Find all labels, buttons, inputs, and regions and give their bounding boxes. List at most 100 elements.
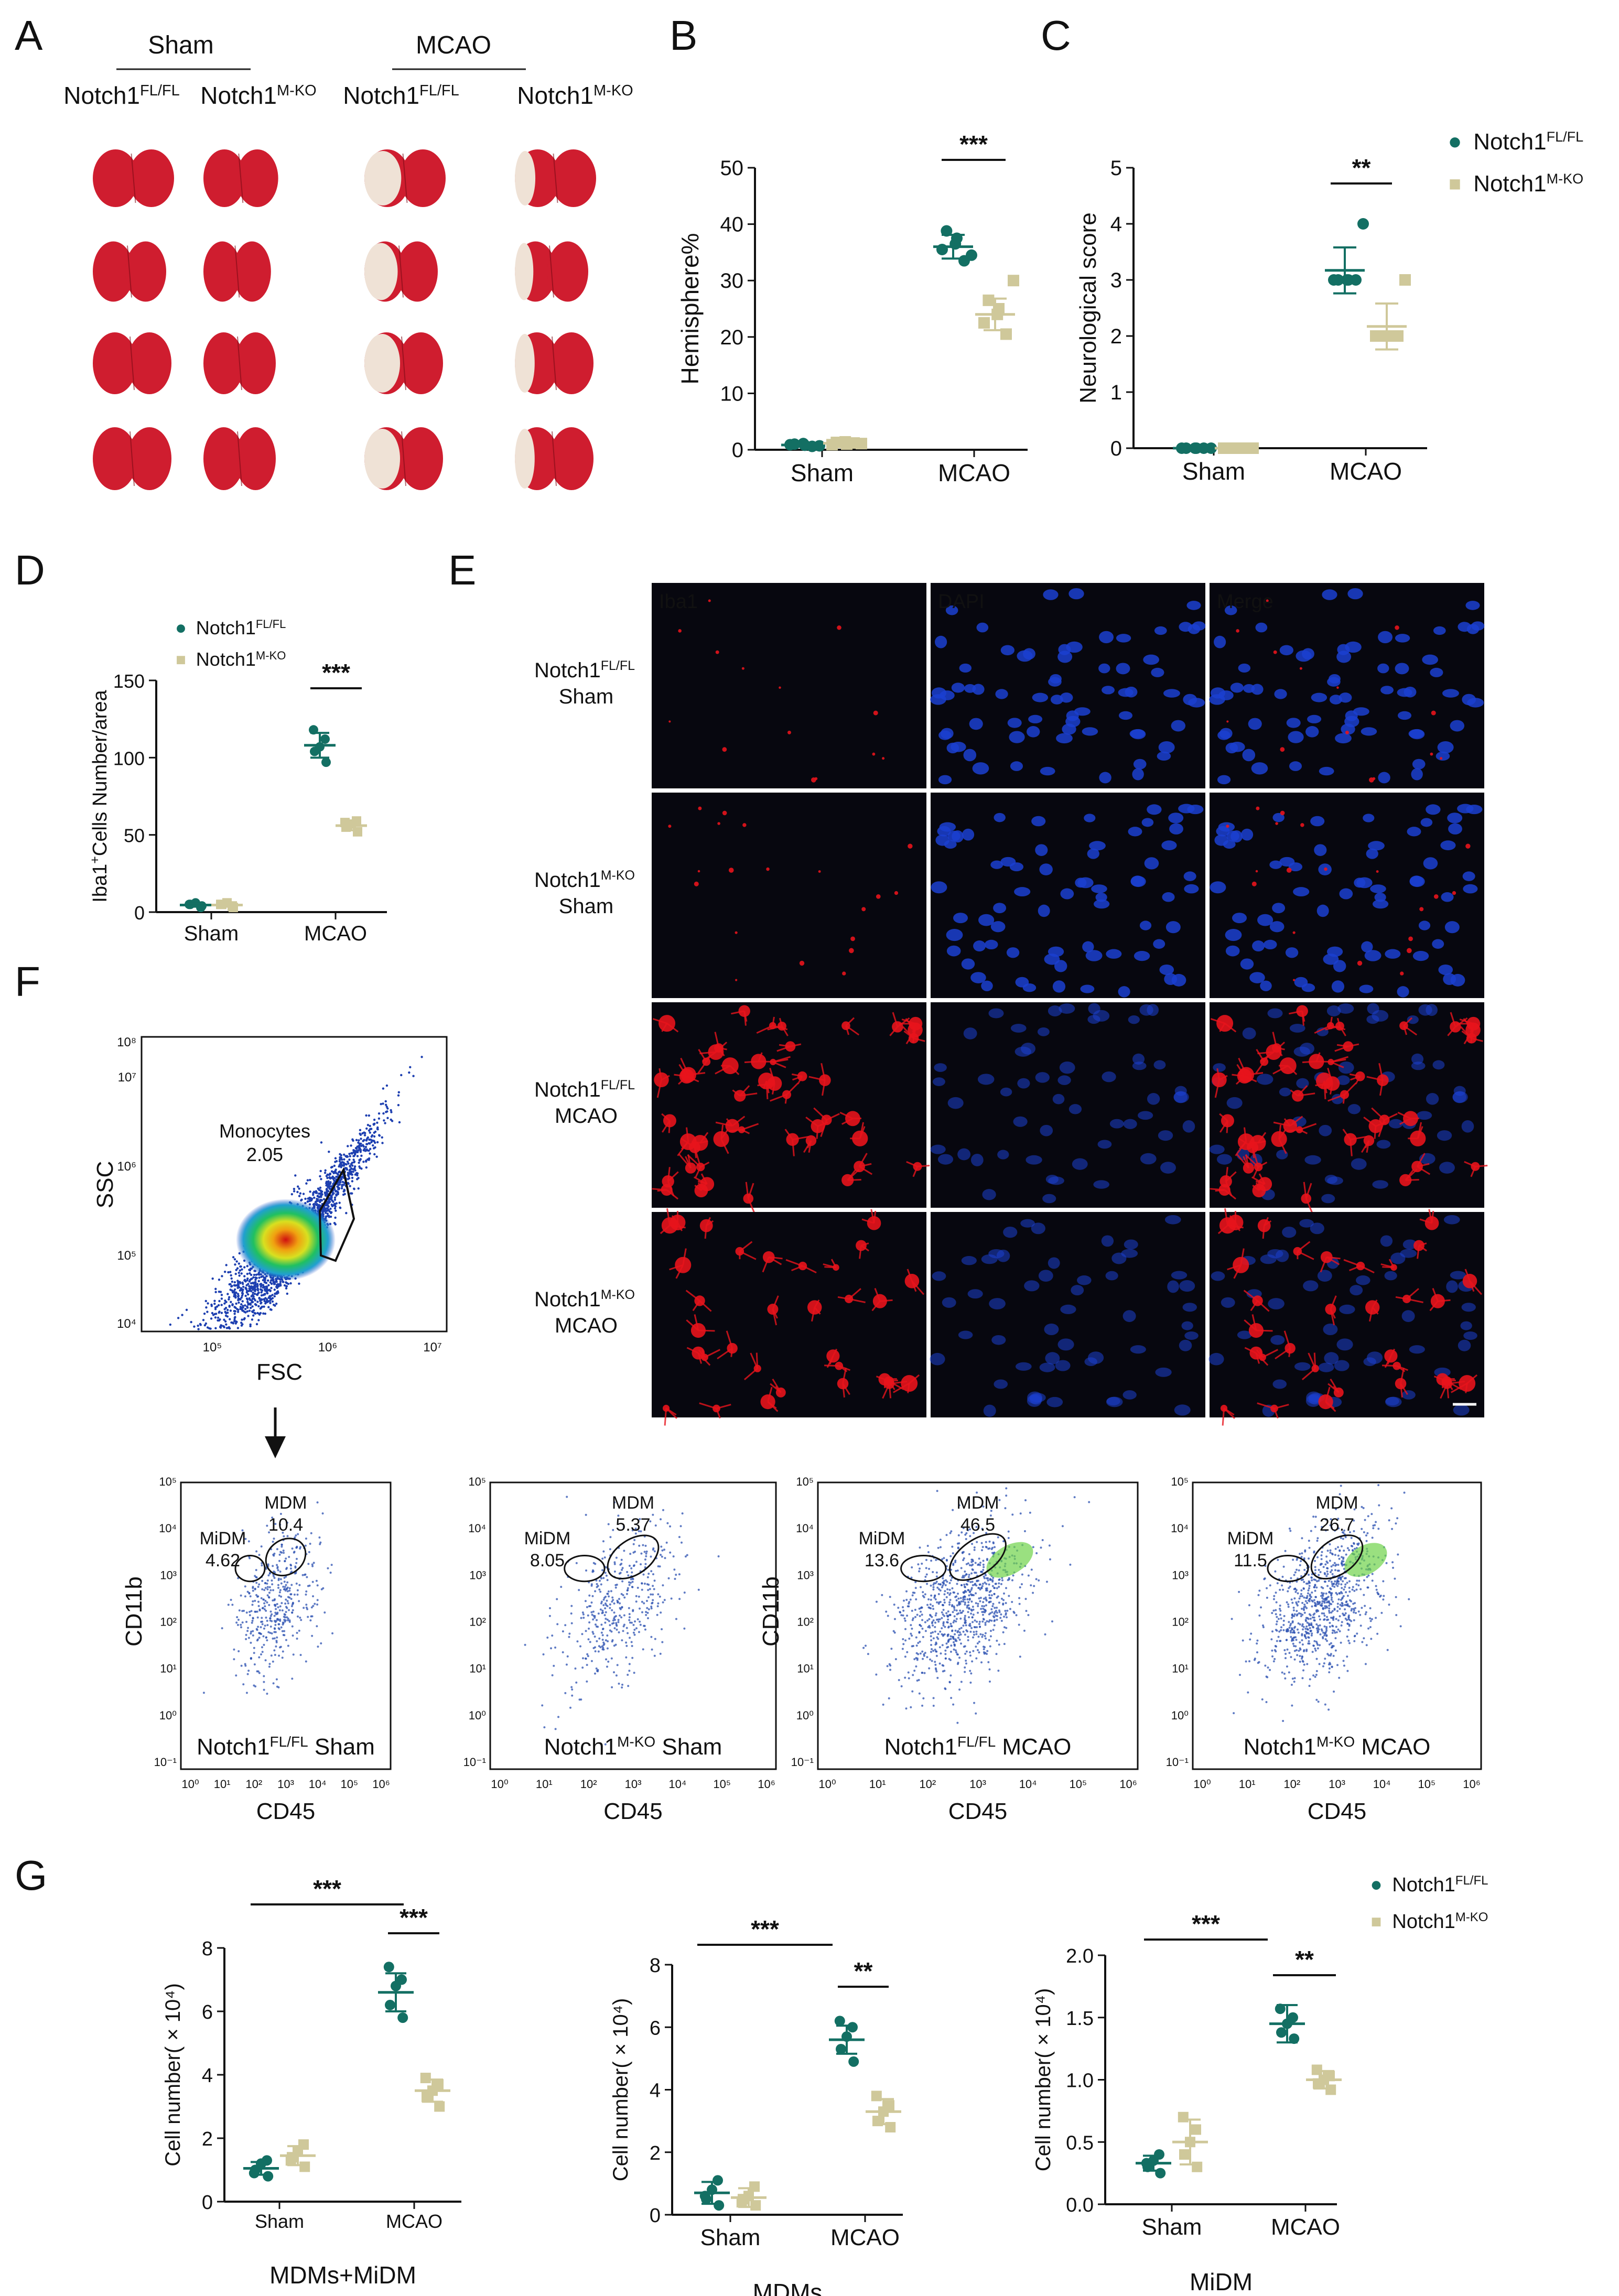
event-dot	[211, 1312, 214, 1315]
microglia-process	[1350, 1135, 1367, 1141]
event-dot	[627, 1685, 630, 1687]
event-dot	[235, 1291, 238, 1294]
event-dot	[970, 1587, 973, 1589]
nucleus	[1143, 654, 1159, 665]
event-dot	[245, 1692, 248, 1694]
event-dot	[251, 1294, 254, 1296]
event-dot	[325, 1184, 328, 1187]
data-point	[299, 2161, 310, 2172]
y-tick-label: 50	[124, 825, 145, 847]
event-dot	[376, 1128, 379, 1131]
y-axis-label: Cell number( × 10⁴)	[161, 1983, 185, 2167]
nucleus	[1048, 1257, 1060, 1269]
event-dot	[338, 1160, 341, 1163]
event-dot	[263, 1602, 266, 1605]
event-dot	[312, 1595, 315, 1598]
event-dot	[611, 1600, 613, 1603]
event-dot	[623, 1596, 626, 1599]
microglia-process	[1455, 1017, 1468, 1028]
brain-slice	[203, 241, 271, 302]
microglia-process	[786, 1082, 799, 1096]
event-dot	[329, 1207, 332, 1210]
nucleus	[1000, 645, 1014, 656]
event-dot	[271, 1613, 273, 1616]
nucleus	[1040, 766, 1055, 776]
microglia-cell	[668, 720, 671, 723]
microglia-cell	[1236, 629, 1239, 633]
nucleus	[1463, 884, 1478, 894]
event-dot	[273, 1649, 276, 1652]
event-dot	[255, 1550, 258, 1553]
event-dot	[638, 1530, 640, 1532]
microglia-process	[792, 1135, 810, 1141]
event-dot	[622, 1625, 625, 1628]
nucleus	[1123, 1119, 1137, 1129]
event-dot	[244, 1294, 247, 1297]
nucleus	[1319, 1124, 1332, 1136]
event-dot	[644, 1544, 647, 1547]
microglia-process	[1433, 1376, 1443, 1380]
microglia-process	[813, 1107, 827, 1121]
microglia-cell	[1357, 960, 1363, 966]
nucleus	[1309, 1393, 1321, 1405]
event-dot	[263, 1589, 266, 1591]
event-dot	[643, 1551, 646, 1553]
event-dot	[607, 1660, 610, 1663]
event-dot	[262, 1598, 265, 1601]
event-dot	[247, 1315, 250, 1317]
data-point	[1008, 275, 1019, 287]
midm-gate-name: MiDM	[200, 1529, 246, 1548]
nucleus	[945, 605, 958, 615]
event-dot	[294, 1572, 296, 1575]
nucleus	[1141, 818, 1154, 827]
microglia-process	[779, 1044, 791, 1047]
microglia-process	[859, 1166, 873, 1175]
micrograph-iba1	[652, 1208, 926, 1426]
data-point	[966, 249, 977, 261]
nucleus	[1384, 1271, 1397, 1281]
microglia-process	[802, 1265, 817, 1274]
event-dot	[304, 1573, 307, 1576]
event-dot	[659, 1652, 662, 1655]
y-tick-label: 10⁴	[117, 1317, 136, 1331]
event-dot	[365, 1127, 368, 1130]
event-dot	[325, 1209, 328, 1212]
event-dot	[601, 1639, 604, 1641]
event-dot	[564, 1624, 567, 1627]
event-dot	[220, 1297, 223, 1300]
event-dot	[272, 1575, 275, 1577]
nucleus	[1276, 1150, 1288, 1160]
event-dot	[256, 1638, 259, 1641]
data-point	[847, 2022, 858, 2033]
event-dot	[291, 1625, 294, 1628]
event-dot	[382, 1112, 385, 1115]
microglia-process	[699, 1300, 712, 1312]
microglia-process	[842, 1383, 845, 1398]
brain-hemisphere-left	[203, 427, 244, 490]
event-dot	[662, 1601, 664, 1604]
event-dot	[255, 1273, 258, 1276]
microglia-process	[912, 1023, 916, 1033]
event-dot	[956, 1721, 959, 1724]
microglia-cell	[1286, 868, 1292, 873]
event-dot	[365, 1166, 368, 1169]
event-dot	[264, 1302, 267, 1305]
data-point	[1000, 328, 1012, 340]
event-dot	[962, 1610, 964, 1612]
nucleus	[1380, 686, 1394, 695]
microglia-cell	[694, 881, 699, 886]
nucleus	[1390, 1252, 1406, 1264]
event-dot	[241, 1292, 244, 1294]
microglia-cell	[894, 891, 899, 895]
fsc-ssc-plot-frame	[141, 1036, 448, 1333]
event-dot	[309, 1190, 311, 1193]
nucleus	[1132, 1053, 1145, 1065]
event-dot	[386, 1110, 388, 1113]
event-dot	[376, 1141, 379, 1144]
event-dot	[230, 1274, 232, 1277]
x-tick-label: 10²	[580, 1778, 597, 1791]
nucleus	[947, 1097, 964, 1109]
microglia-process	[792, 1139, 795, 1156]
y-tick-label: 6	[650, 2017, 661, 2039]
